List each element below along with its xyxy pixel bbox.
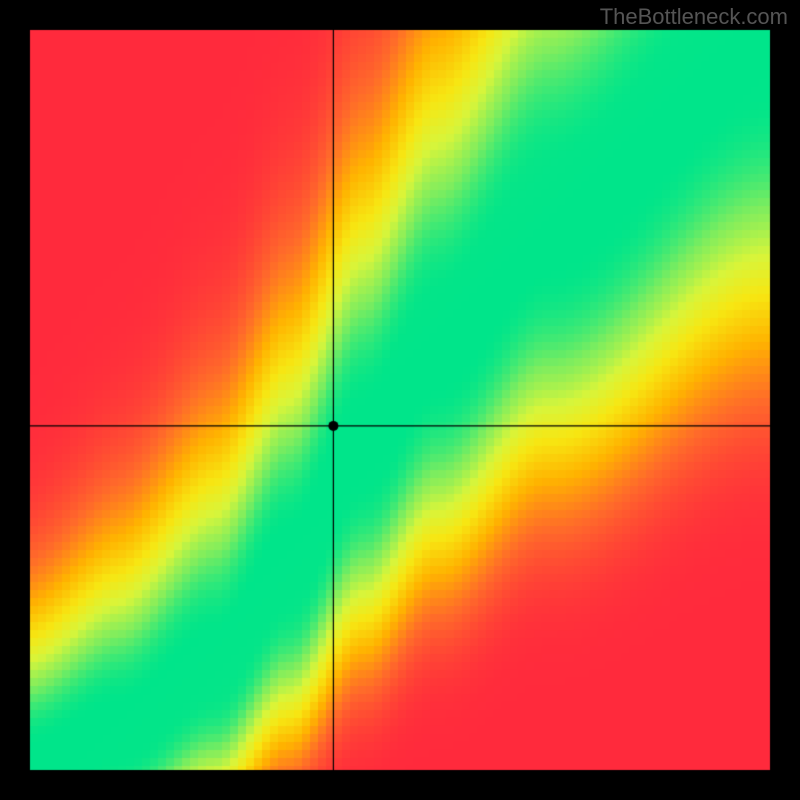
heatmap-canvas	[0, 0, 800, 800]
chart-container: TheBottleneck.com	[0, 0, 800, 800]
watermark-text: TheBottleneck.com	[600, 4, 788, 30]
